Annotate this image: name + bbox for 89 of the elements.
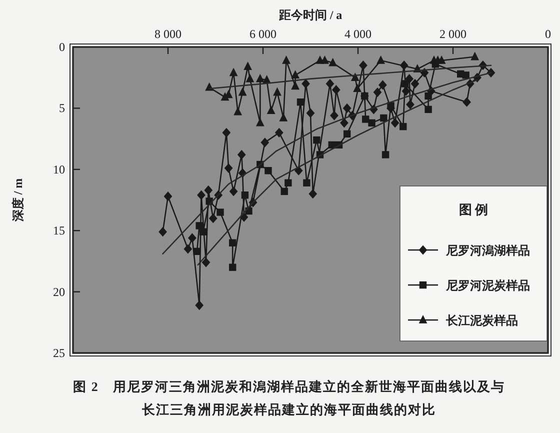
point: [264, 167, 272, 174]
point: [229, 186, 238, 196]
point: [282, 55, 290, 64]
point: [378, 80, 387, 90]
point: [424, 106, 432, 114]
point: [353, 84, 362, 92]
point: [238, 87, 247, 96]
point: [193, 248, 201, 256]
point: [462, 97, 471, 107]
point: [470, 52, 480, 60]
point: [256, 74, 264, 82]
point: [359, 60, 368, 70]
caption: 图 2 用尼罗河三角洲泥炭和潟湖样品建立的全新世海平面曲线以及与长江三角洲用泥炭样品建立的海平面曲线的对比: [73, 379, 505, 417]
point: [164, 192, 172, 202]
point: [158, 227, 167, 237]
y-tick-label: 25: [53, 346, 65, 360]
point: [376, 55, 385, 64]
point: [296, 98, 304, 106]
point: [244, 62, 252, 70]
point: [320, 55, 329, 64]
point: [303, 179, 310, 186]
point: [390, 118, 400, 128]
legend-title: 图 例: [458, 202, 488, 217]
point: [200, 228, 207, 236]
y-tick-label: 15: [53, 224, 65, 238]
point: [184, 244, 192, 254]
y-axis-title: 深度 / m: [11, 178, 25, 223]
point: [196, 222, 203, 230]
y-tick-label: 5: [59, 101, 65, 116]
point: [291, 70, 300, 79]
point: [197, 190, 206, 200]
point: [204, 185, 213, 196]
x-tick-label: 2 000: [440, 27, 466, 41]
point: [306, 108, 315, 118]
point: [373, 87, 382, 98]
point: [246, 74, 254, 82]
point: [195, 300, 204, 310]
point: [326, 78, 334, 89]
point: [222, 128, 231, 138]
point: [234, 106, 242, 116]
point: [229, 239, 236, 246]
point: [343, 130, 351, 138]
point: [340, 118, 348, 128]
point: [308, 189, 318, 199]
point: [330, 110, 338, 120]
point: [229, 264, 236, 271]
point: [313, 136, 320, 144]
point: [291, 81, 300, 90]
point: [280, 188, 288, 196]
point: [188, 233, 196, 243]
point: [256, 118, 264, 126]
point: [400, 122, 407, 130]
legend-label: 尼罗河潟湖样品: [445, 244, 530, 258]
point: [260, 138, 270, 148]
x-tick-label: 8 000: [154, 27, 182, 41]
point: [208, 214, 218, 224]
x-tick-label: 4 000: [344, 27, 372, 41]
point: [224, 163, 233, 173]
point: [424, 92, 432, 100]
point: [274, 128, 284, 138]
x-axis-title: 距今时间 / a: [278, 8, 342, 22]
point: [462, 72, 470, 79]
x-tick-label: 0: [545, 27, 551, 41]
point: [216, 208, 224, 216]
point: [406, 100, 414, 110]
point: [273, 87, 282, 96]
point: [202, 258, 210, 268]
point: [405, 74, 414, 84]
point: [332, 85, 340, 95]
point: [362, 116, 370, 123]
point: [382, 151, 390, 158]
point: [368, 119, 376, 126]
point: [380, 114, 388, 122]
point: [342, 103, 352, 113]
point: [410, 78, 420, 89]
point: [284, 179, 292, 186]
point: [237, 150, 246, 160]
x-tick-label: 6 000: [250, 27, 276, 41]
point: [401, 80, 409, 88]
y-tick-label: 10: [53, 162, 65, 176]
point: [229, 68, 238, 76]
point: [328, 58, 338, 66]
point: [241, 192, 249, 199]
y-tick-label: 0: [59, 40, 65, 54]
point: [302, 78, 310, 89]
legend-label: 尼罗河泥炭样品: [445, 278, 530, 292]
legend-label: 长江泥炭样品: [445, 314, 518, 328]
y-tick-label: 20: [53, 284, 65, 299]
point: [266, 106, 276, 114]
